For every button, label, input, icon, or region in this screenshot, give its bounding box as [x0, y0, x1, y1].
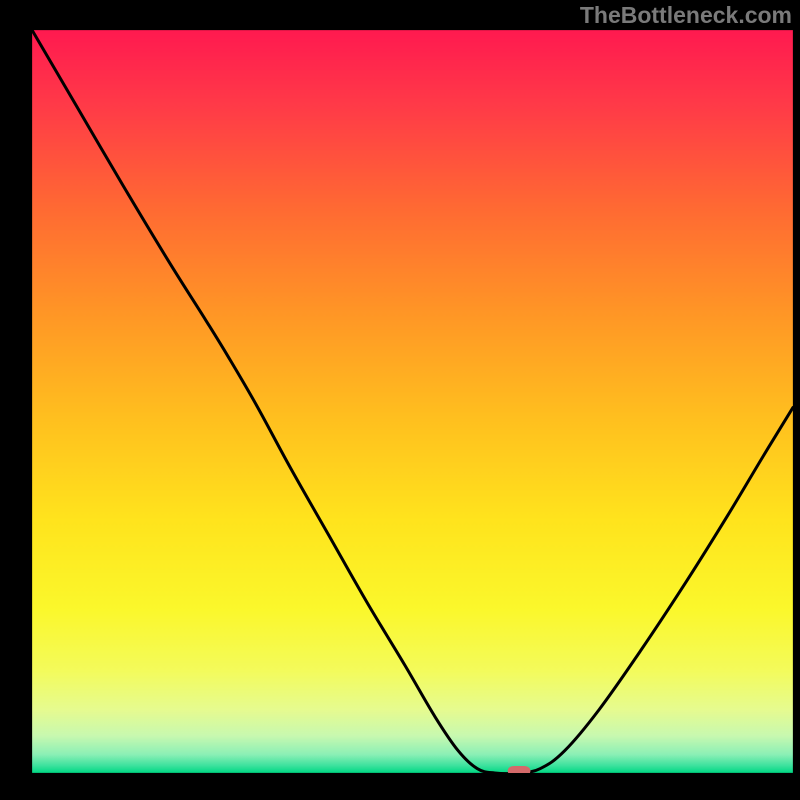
- watermark-text: TheBottleneck.com: [580, 2, 792, 29]
- optimum-marker: [508, 766, 531, 776]
- bottleneck-curve: [32, 30, 793, 774]
- chart-stage: TheBottleneck.com: [0, 0, 800, 800]
- bottleneck-curve-layer: [0, 0, 800, 800]
